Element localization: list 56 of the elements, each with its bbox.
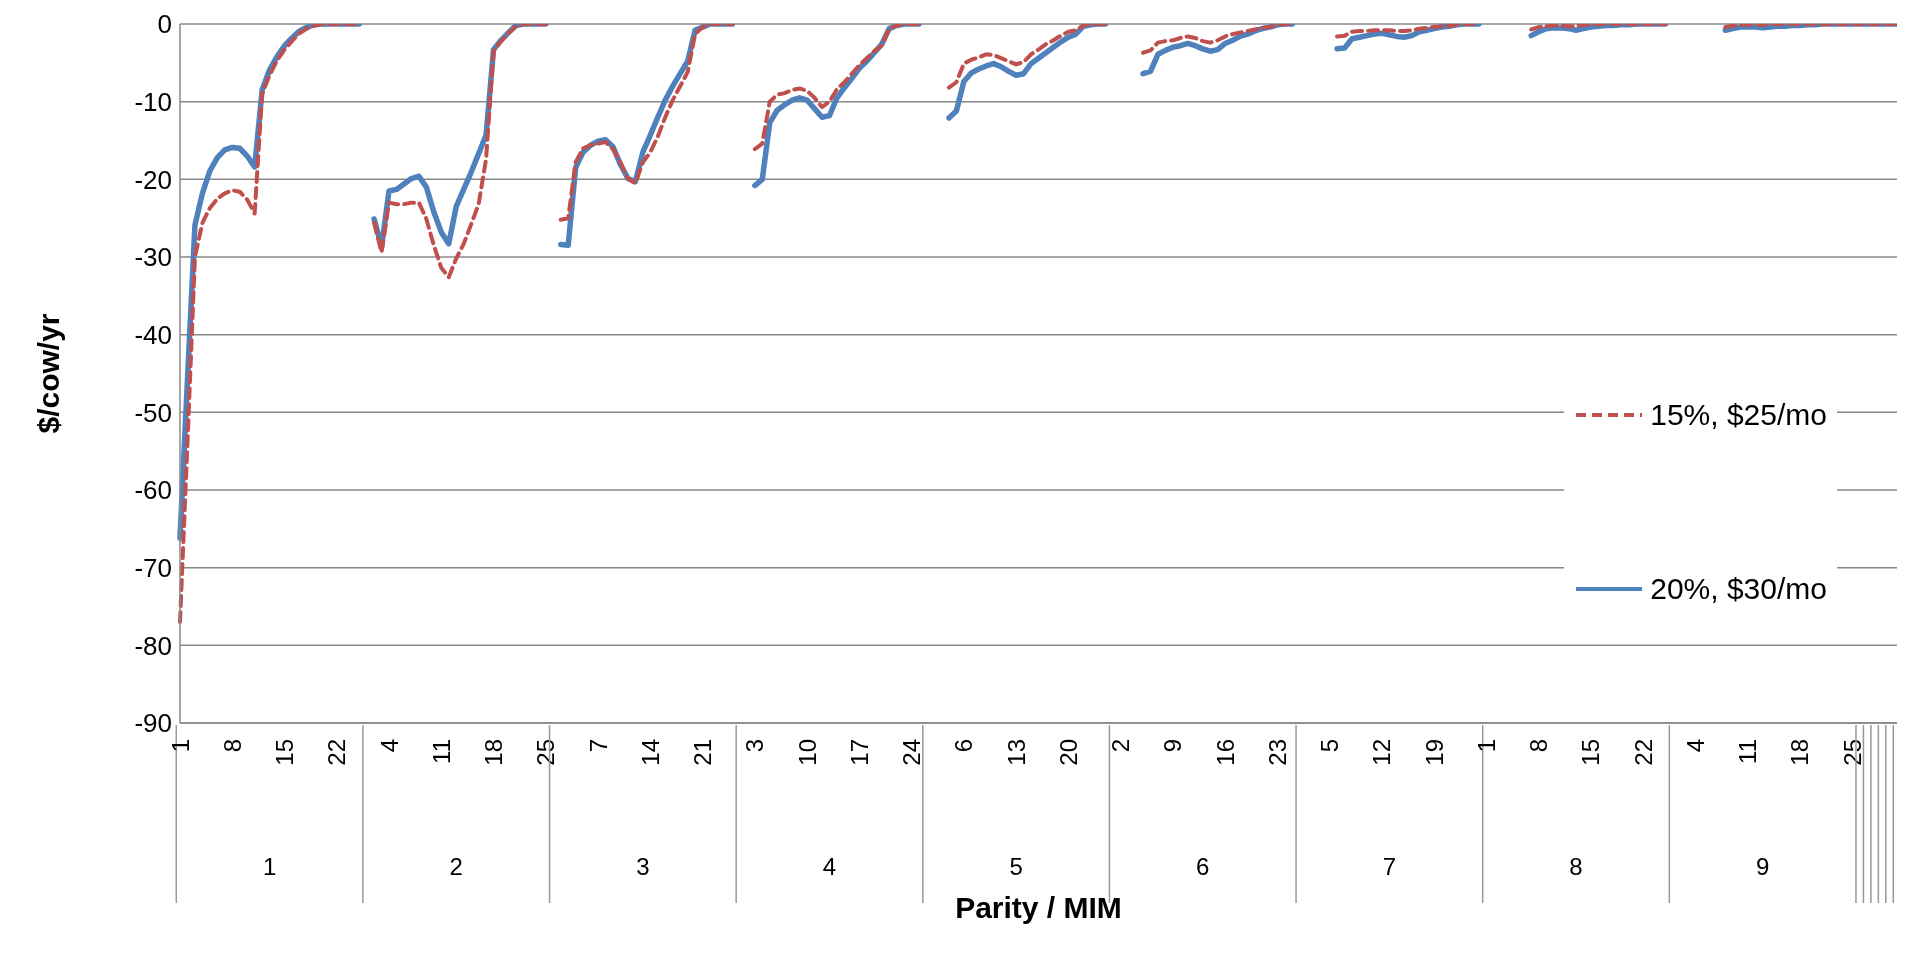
text: 5 — [1009, 853, 1023, 880]
x-tick-label: 25 — [1838, 739, 1866, 766]
x-tick-label: 16 — [1211, 739, 1239, 766]
y-tick-label: -60 — [134, 475, 172, 506]
x-tick-label: 9 — [1159, 739, 1187, 753]
x-tick-label: 15 — [1577, 739, 1605, 766]
x-tick-label: 15 — [271, 739, 299, 766]
text: 2 — [449, 853, 463, 880]
x-tick-label: 7 — [584, 739, 612, 753]
x-tick-label: 4 — [375, 739, 403, 753]
y-tick-label: -20 — [134, 164, 172, 195]
x-tick-label: 6 — [950, 739, 978, 753]
y-tick-label: -40 — [134, 319, 172, 350]
y-tick-label: -10 — [134, 86, 172, 117]
x-tick-label: 12 — [1368, 739, 1396, 766]
x-tick-label: 22 — [323, 739, 351, 766]
x-tick-label: 11 — [1734, 739, 1762, 764]
x-tick-label: 18 — [480, 739, 508, 766]
text: 3 — [636, 853, 650, 880]
x-tick-label: 3 — [741, 739, 769, 753]
x-tick-label: 17 — [845, 739, 873, 766]
text: 4 — [822, 853, 837, 880]
text: 8 — [1569, 853, 1583, 880]
x-tick-label: 18 — [1786, 739, 1814, 766]
y-axis-title: $/cow/yr — [31, 313, 65, 434]
x-tick-label: 14 — [636, 739, 664, 766]
x-tick-label: 4 — [1681, 739, 1709, 753]
y-tick-label: 0 — [157, 9, 172, 40]
x-tick-label: 13 — [1002, 739, 1030, 766]
y-tick-label: -90 — [134, 708, 172, 739]
x-tick-label: 21 — [689, 739, 717, 766]
x-tick-label: 8 — [1525, 739, 1553, 753]
x-tick-label: 2 — [1107, 739, 1135, 753]
x-tick-label: 20 — [1054, 739, 1082, 766]
legend-label: 20%, $30/mo — [1650, 572, 1827, 606]
x-tick-label: 23 — [1263, 739, 1291, 766]
x-tick-label: 11 — [427, 739, 455, 764]
text: 9 — [1755, 853, 1770, 880]
x-tick-label: 1 — [1472, 739, 1500, 753]
x-tick-label: 8 — [218, 739, 246, 753]
text: 6 — [1196, 853, 1210, 880]
text: 1 — [262, 853, 277, 880]
y-tick-label: -50 — [134, 397, 172, 428]
x-tick-label: 10 — [793, 739, 821, 766]
x-tick-label: 5 — [1316, 739, 1344, 753]
x-tick-label: 24 — [898, 739, 926, 766]
x-tick-label: 22 — [1629, 739, 1657, 766]
y-tick-label: -30 — [134, 242, 172, 273]
y-tick-label: -80 — [134, 630, 172, 661]
text: 7 — [1382, 853, 1397, 880]
y-tick-label: -70 — [134, 552, 172, 583]
x-tick-label: 19 — [1420, 739, 1448, 766]
x-tick-label: 25 — [532, 739, 560, 766]
x-axis-title: Parity / MIM — [955, 891, 1122, 924]
legend-label: 15%, $25/mo — [1650, 398, 1827, 432]
x-tick-label: 1 — [166, 739, 194, 753]
